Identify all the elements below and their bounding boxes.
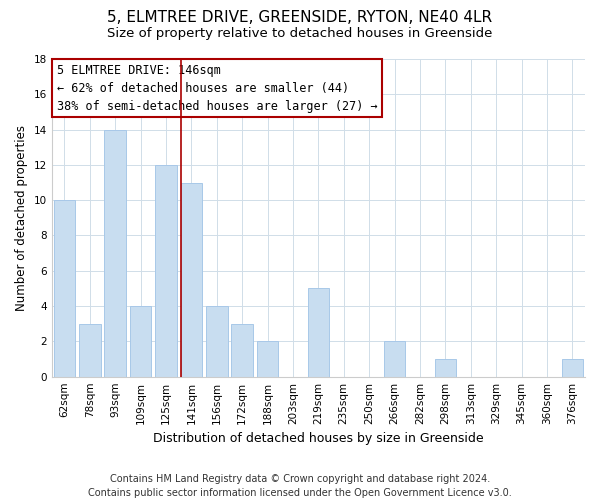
Bar xyxy=(257,342,278,376)
Bar xyxy=(206,306,227,376)
Bar xyxy=(181,182,202,376)
Bar xyxy=(130,306,151,376)
Bar xyxy=(562,359,583,376)
Bar xyxy=(308,288,329,376)
Bar xyxy=(104,130,126,376)
Text: Contains HM Land Registry data © Crown copyright and database right 2024.
Contai: Contains HM Land Registry data © Crown c… xyxy=(88,474,512,498)
X-axis label: Distribution of detached houses by size in Greenside: Distribution of detached houses by size … xyxy=(153,432,484,445)
Bar xyxy=(79,324,101,376)
Bar xyxy=(155,165,177,376)
Text: 5 ELMTREE DRIVE: 146sqm
← 62% of detached houses are smaller (44)
38% of semi-de: 5 ELMTREE DRIVE: 146sqm ← 62% of detache… xyxy=(57,64,377,113)
Text: Size of property relative to detached houses in Greenside: Size of property relative to detached ho… xyxy=(107,28,493,40)
Bar xyxy=(384,342,406,376)
Text: 5, ELMTREE DRIVE, GREENSIDE, RYTON, NE40 4LR: 5, ELMTREE DRIVE, GREENSIDE, RYTON, NE40… xyxy=(107,10,493,25)
Y-axis label: Number of detached properties: Number of detached properties xyxy=(15,125,28,311)
Bar xyxy=(53,200,75,376)
Bar xyxy=(232,324,253,376)
Bar xyxy=(434,359,456,376)
